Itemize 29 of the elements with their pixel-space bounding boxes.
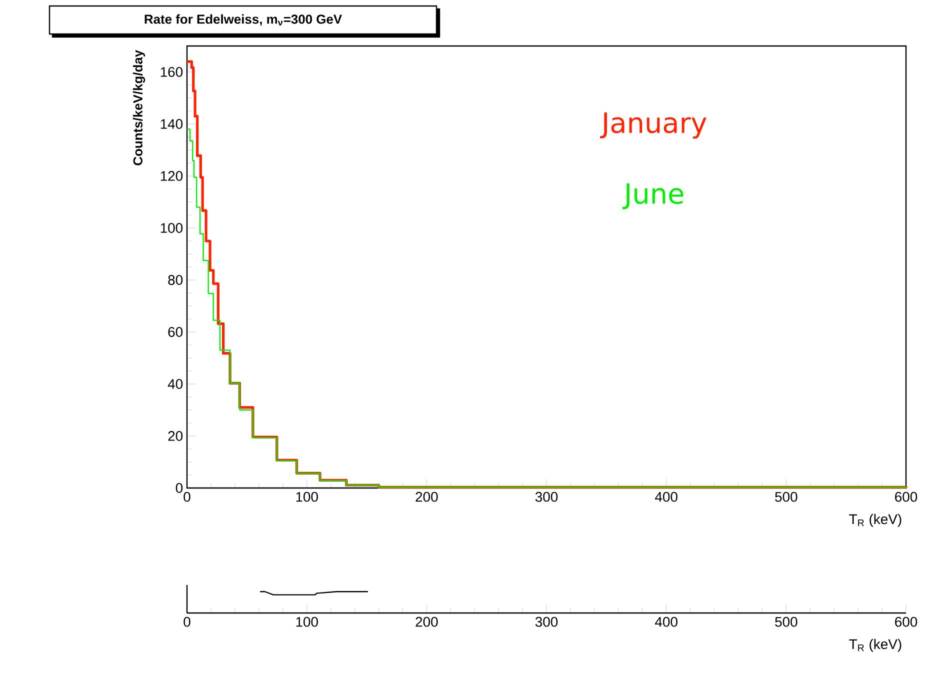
- x-tick-label: 400: [655, 616, 678, 627]
- chart-title: Rate for Edelweiss, m$_{ν}$=300 GeV: [144, 14, 342, 26]
- x-tick-label: 600: [895, 616, 918, 627]
- y-tick-label: 120: [160, 171, 183, 181]
- x-tick-label: 100: [296, 492, 318, 502]
- x-tick-label: 600: [895, 492, 918, 502]
- x-tick-label: 400: [655, 492, 678, 502]
- x-tick-label: 100: [296, 616, 318, 627]
- y-tick-label: 160: [160, 67, 183, 77]
- x-tick-label: 200: [416, 492, 438, 502]
- x-axis-title: T$_{R}$ (keV): [849, 514, 902, 527]
- x-axis-title: T$_{R}$ (keV): [849, 638, 902, 652]
- y-tick-label: 0: [176, 483, 183, 493]
- x-tick-label: 500: [775, 492, 798, 502]
- y-tick-label: 40: [168, 379, 183, 389]
- x-tick-label: 300: [535, 616, 558, 627]
- y-tick-label: 80: [168, 275, 183, 285]
- text: January: [600, 112, 706, 139]
- y-axis-title: Counts/keV/kg/day: [132, 50, 146, 166]
- y-tick-label: 20: [168, 431, 183, 441]
- text: June: [622, 183, 684, 210]
- x-tick-label: 300: [535, 492, 558, 502]
- y-tick-label: 100: [160, 223, 183, 233]
- x-tick-label: 200: [416, 616, 438, 627]
- x-tick-label: 0: [184, 616, 190, 627]
- x-tick-label: 500: [775, 616, 798, 627]
- y-tick-label: 60: [168, 327, 183, 337]
- y-tick-label: 140: [160, 119, 183, 129]
- x-tick-label: 0: [184, 492, 190, 502]
